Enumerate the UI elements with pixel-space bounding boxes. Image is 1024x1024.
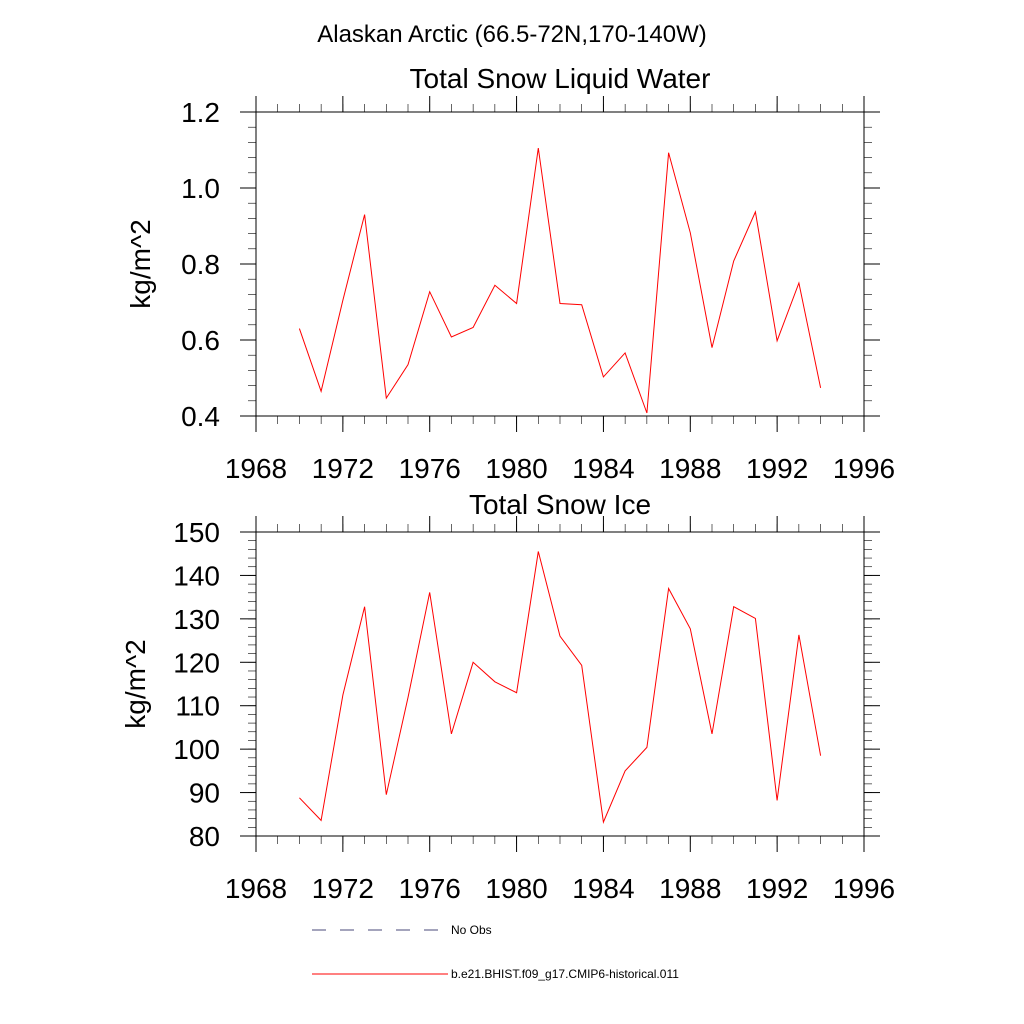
y-tick-label: 80 bbox=[189, 821, 220, 852]
y-tick-label: 150 bbox=[173, 517, 220, 548]
x-tick-label: 1976 bbox=[399, 873, 461, 904]
y-axis-label: kg/m^2 bbox=[120, 639, 151, 728]
panel-snow-liquid-water: Total Snow Liquid Water kg/m^2 1968 1972 1… bbox=[125, 63, 895, 484]
x-tick-label: 1972 bbox=[312, 453, 374, 484]
x-tick-label: 1992 bbox=[746, 873, 808, 904]
panel-title: Total Snow Liquid Water bbox=[410, 63, 711, 94]
x-tick-label: 1992 bbox=[746, 453, 808, 484]
figure-title: Alaskan Arctic (66.5-72N,170-140W) bbox=[317, 21, 707, 48]
y-tick-label: 130 bbox=[173, 604, 220, 635]
y-tick-label: 90 bbox=[189, 778, 220, 809]
x-tick-label: 1972 bbox=[312, 873, 374, 904]
plot-frame bbox=[255, 111, 865, 417]
x-tick-label: 1988 bbox=[659, 453, 721, 484]
y-tick-label: 1.0 bbox=[181, 173, 220, 204]
x-tick-label: 1980 bbox=[485, 453, 547, 484]
x-tick-label: 1988 bbox=[659, 873, 721, 904]
legend-label-no-obs: No Obs bbox=[451, 923, 492, 937]
series-line bbox=[299, 551, 822, 824]
y-tick-label: 110 bbox=[175, 691, 220, 722]
x-tick-label: 1996 bbox=[833, 873, 895, 904]
panel-title: Total Snow Ice bbox=[469, 489, 651, 520]
y-tick-label: 0.6 bbox=[181, 325, 220, 356]
y-tick-label: 0.8 bbox=[181, 249, 220, 280]
y-axis-label: kg/m^2 bbox=[125, 219, 156, 308]
legend-label-model: b.e21.BHIST.f09_g17.CMIP6-historical.011 bbox=[451, 967, 679, 981]
x-tick-label: 1976 bbox=[399, 453, 461, 484]
legend: No Obs b.e21.BHIST.f09_g17.CMIP6-histori… bbox=[312, 923, 679, 981]
y-tick-label: 140 bbox=[173, 560, 220, 591]
y-tick-label: 100 bbox=[173, 734, 220, 765]
series-line bbox=[298, 148, 822, 414]
y-tick-label: 1.2 bbox=[181, 97, 220, 128]
x-tick-label: 1968 bbox=[225, 873, 287, 904]
x-tick-label: 1980 bbox=[485, 873, 547, 904]
x-tick-label: 1984 bbox=[572, 453, 634, 484]
plot-frame bbox=[255, 531, 865, 837]
panel-snow-ice: Total Snow Ice kg/m^2 1968 1972 1976 1980 19… bbox=[120, 489, 895, 904]
y-tick-label: 0.4 bbox=[181, 401, 220, 432]
x-tick-label: 1996 bbox=[833, 453, 895, 484]
x-tick-label: 1984 bbox=[572, 873, 634, 904]
y-tick-label: 120 bbox=[173, 647, 220, 678]
x-tick-label: 1968 bbox=[225, 453, 287, 484]
